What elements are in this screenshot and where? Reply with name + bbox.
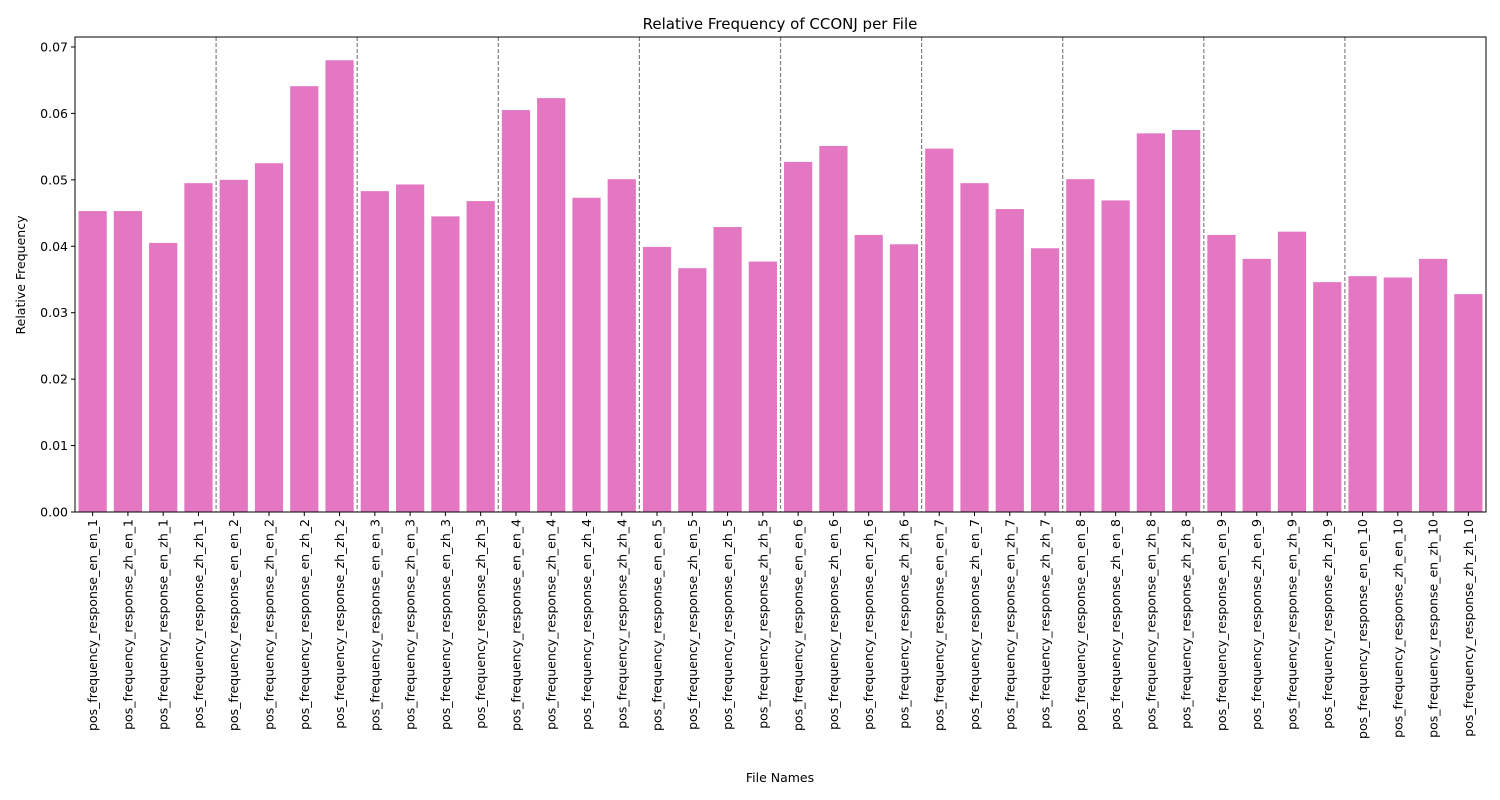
x-tick-label: pos_frequency_response_en_zh_2 xyxy=(297,519,312,730)
bar-pos_frequency_response_zh_en_8 xyxy=(1101,200,1130,512)
x-tick-label: pos_frequency_response_en_en_2 xyxy=(226,519,241,731)
bar-pos_frequency_response_en_zh_7 xyxy=(995,209,1024,512)
bar-pos_frequency_response_en_zh_1 xyxy=(149,242,178,512)
x-tick-label: pos_frequency_response_en_en_7 xyxy=(932,519,947,731)
bar-pos_frequency_response_zh_zh_3 xyxy=(466,201,495,512)
x-tick-label: pos_frequency_response_zh_en_4 xyxy=(544,519,559,730)
y-tick-label: 0.06 xyxy=(40,106,68,121)
x-tick-label: pos_frequency_response_en_zh_7 xyxy=(1002,519,1017,730)
x-tick-label: pos_frequency_response_zh_zh_9 xyxy=(1320,519,1335,729)
bar-pos_frequency_response_en_zh_9 xyxy=(1277,231,1307,512)
x-tick-label: pos_frequency_response_zh_en_9 xyxy=(1249,519,1264,730)
bar-pos_frequency_response_zh_zh_4 xyxy=(607,179,636,513)
x-tick-label: pos_frequency_response_zh_zh_7 xyxy=(1038,519,1053,729)
bar-pos_frequency_response_en_en_7 xyxy=(925,148,954,513)
x-tick-label: pos_frequency_response_en_zh_10 xyxy=(1426,519,1441,738)
y-tick-label: 0.02 xyxy=(40,372,68,387)
x-tick-label: pos_frequency_response_en_zh_3 xyxy=(438,519,453,730)
bar-pos_frequency_response_en_zh_4 xyxy=(572,197,601,512)
x-tick-label: pos_frequency_response_en_en_1 xyxy=(85,519,100,731)
x-tick-label: pos_frequency_response_zh_zh_10 xyxy=(1461,519,1476,737)
bar-pos_frequency_response_zh_zh_2 xyxy=(325,60,354,512)
bar-pos_frequency_response_zh_zh_6 xyxy=(889,244,919,512)
x-tick-label: pos_frequency_response_en_zh_9 xyxy=(1284,519,1299,730)
bar-pos_frequency_response_en_zh_8 xyxy=(1136,133,1165,512)
bar-pos_frequency_response_en_zh_5 xyxy=(713,227,742,512)
x-tick-label: pos_frequency_response_zh_en_2 xyxy=(262,519,277,730)
y-tick-label: 0.04 xyxy=(40,239,68,254)
y-axis-label: Relative Frequency xyxy=(13,215,28,335)
bar-pos_frequency_response_en_en_2 xyxy=(219,179,248,512)
bar-pos_frequency_response_en_en_10 xyxy=(1348,276,1377,512)
bar-pos_frequency_response_en_en_4 xyxy=(501,110,531,512)
x-tick-label: pos_frequency_response_en_zh_4 xyxy=(579,519,594,730)
bar-pos_frequency_response_zh_en_4 xyxy=(537,98,566,513)
x-tick-label: pos_frequency_response_zh_zh_6 xyxy=(896,519,911,729)
x-tick-label: pos_frequency_response_zh_en_5 xyxy=(685,519,700,730)
bar-pos_frequency_response_en_zh_3 xyxy=(431,216,460,512)
bar-pos_frequency_response_en_zh_6 xyxy=(854,234,883,512)
bar-pos_frequency_response_en_en_6 xyxy=(784,161,813,512)
x-tick-label: pos_frequency_response_zh_zh_4 xyxy=(614,519,629,729)
bar-pos_frequency_response_en_en_9 xyxy=(1207,234,1236,512)
bar-pos_frequency_response_zh_zh_8 xyxy=(1172,130,1201,512)
bar-pos_frequency_response_zh_zh_5 xyxy=(748,261,777,512)
bar-pos_frequency_response_en_en_3 xyxy=(360,191,389,512)
bar-pos_frequency_response_zh_en_2 xyxy=(254,163,284,512)
bar-pos_frequency_response_zh_en_10 xyxy=(1383,277,1412,512)
x-tick-label: pos_frequency_response_en_zh_6 xyxy=(861,519,876,730)
bar-pos_frequency_response_zh_en_5 xyxy=(678,268,707,512)
x-tick-label: pos_frequency_response_en_en_4 xyxy=(508,519,523,731)
x-axis-label: File Names xyxy=(746,770,814,785)
x-tick-label: pos_frequency_response_zh_en_6 xyxy=(826,519,841,730)
x-tick-label: pos_frequency_response_en_en_6 xyxy=(791,519,806,731)
bar-pos_frequency_response_en_zh_10 xyxy=(1418,258,1448,512)
bar-pos_frequency_response_zh_en_7 xyxy=(960,183,989,512)
y-tick-label: 0.05 xyxy=(40,172,68,187)
x-tick-label: pos_frequency_response_en_zh_5 xyxy=(720,519,735,730)
bar-pos_frequency_response_en_en_1 xyxy=(78,211,107,512)
x-tick-label: pos_frequency_response_en_en_10 xyxy=(1355,519,1370,739)
y-tick-label: 0.03 xyxy=(40,305,68,320)
bar-pos_frequency_response_zh_zh_9 xyxy=(1313,282,1342,512)
x-tick-label: pos_frequency_response_zh_zh_5 xyxy=(755,519,770,729)
x-tick-label: pos_frequency_response_en_zh_1 xyxy=(156,519,171,730)
bar-pos_frequency_response_zh_en_9 xyxy=(1242,258,1271,512)
bar-pos_frequency_response_zh_zh_10 xyxy=(1454,294,1483,512)
bar-pos_frequency_response_zh_zh_1 xyxy=(184,183,213,512)
bar-pos_frequency_response_zh_en_1 xyxy=(113,211,143,512)
y-tick-label: 0.01 xyxy=(40,438,68,453)
axes-frame xyxy=(74,36,1487,513)
x-tick-label: pos_frequency_response_en_en_8 xyxy=(1073,519,1088,731)
bar-pos_frequency_response_en_en_8 xyxy=(1066,179,1095,513)
x-tick-label: pos_frequency_response_en_en_3 xyxy=(367,519,382,731)
bar-pos_frequency_response_zh_zh_7 xyxy=(1030,248,1060,512)
y-tick-label: 0.07 xyxy=(40,39,68,54)
x-tick-label: pos_frequency_response_zh_zh_2 xyxy=(332,519,347,729)
x-tick-label: pos_frequency_response_en_en_9 xyxy=(1214,519,1229,731)
x-tick-label: pos_frequency_response_zh_en_10 xyxy=(1390,519,1405,738)
x-tick-label: pos_frequency_response_zh_zh_3 xyxy=(473,519,488,729)
x-tick-label: pos_frequency_response_en_en_5 xyxy=(650,519,665,731)
bar-pos_frequency_response_en_zh_2 xyxy=(290,86,319,512)
y-tick-label: 0.00 xyxy=(40,505,68,520)
x-tick-label: pos_frequency_response_zh_en_1 xyxy=(120,519,135,730)
x-tick-label: pos_frequency_response_zh_en_3 xyxy=(403,519,418,730)
bar-pos_frequency_response_en_en_5 xyxy=(642,246,672,512)
x-tick-label: pos_frequency_response_en_zh_8 xyxy=(1143,519,1158,730)
x-tick-label: pos_frequency_response_zh_zh_1 xyxy=(191,519,206,729)
plot-area: 0.00 0.01 0.02 0.03 0.04 0.05 0.06 0.07 pos_freq… xyxy=(40,36,1487,739)
bar-pos_frequency_response_zh_en_6 xyxy=(819,145,848,512)
x-tick-label: pos_frequency_response_zh_en_8 xyxy=(1108,519,1123,730)
x-tick-label: pos_frequency_response_zh_zh_8 xyxy=(1179,519,1194,729)
bar-pos_frequency_response_zh_en_3 xyxy=(396,184,425,513)
chart-title: Relative Frequency of CCONJ per File xyxy=(643,15,918,33)
x-tick-label: pos_frequency_response_zh_en_7 xyxy=(967,519,982,730)
